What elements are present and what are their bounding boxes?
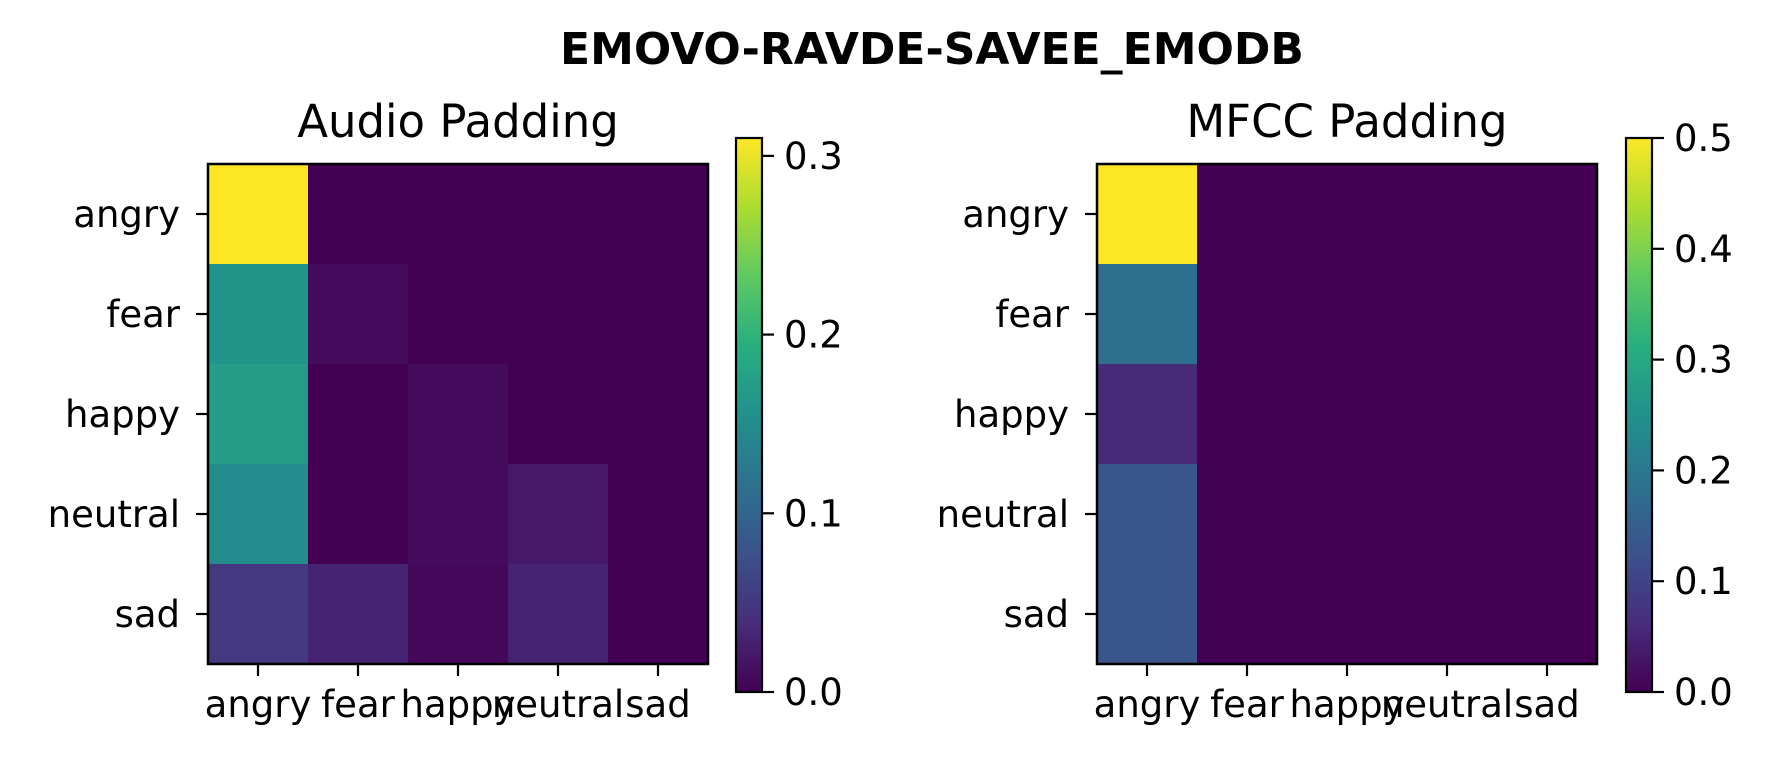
mfcc-ytick-label-sad: sad [1004, 593, 1069, 636]
audio-panel-title: Audio Padding [297, 95, 619, 148]
audio-cell-neutral-happy [408, 464, 509, 565]
mfcc-cell-neutral-happy [1297, 464, 1398, 565]
audio-xtick-label-happy: happy [401, 683, 516, 726]
mfcc-colorbar-tick-label: 0.3 [1674, 339, 1733, 382]
audio-cell-sad-sad [608, 564, 709, 665]
audio-cell-fear-happy [408, 264, 509, 365]
mfcc-cell-fear-fear [1197, 264, 1298, 365]
mfcc-colorbar-tick-label: 0.0 [1674, 671, 1733, 714]
mfcc-ytick-label-happy: happy [954, 393, 1069, 436]
audio-cell-neutral-sad [608, 464, 709, 565]
mfcc-xtick-label-sad: sad [1514, 683, 1579, 726]
audio-xtick-label-sad: sad [625, 683, 690, 726]
mfcc-cell-happy-sad [1497, 364, 1598, 465]
audio-cell-fear-angry [208, 264, 309, 365]
mfcc-colorbar [1626, 138, 1652, 692]
audio-ytick-label-fear: fear [106, 293, 180, 336]
mfcc-cell-angry-sad [1497, 164, 1598, 265]
audio-xtick-label-angry: angry [205, 683, 312, 726]
audio-cell-happy-fear [308, 364, 409, 465]
mfcc-cell-happy-fear [1197, 364, 1298, 465]
audio-cell-happy-neutral [508, 364, 609, 465]
audio-cell-sad-happy [408, 564, 509, 665]
mfcc-ytick-label-angry: angry [962, 193, 1069, 236]
mfcc-cell-happy-neutral [1397, 364, 1498, 465]
mfcc-cell-neutral-sad [1497, 464, 1598, 565]
audio-cell-neutral-fear [308, 464, 409, 565]
figure-title: EMOVO-RAVDE-SAVEE_EMODB [560, 24, 1304, 75]
mfcc-cell-sad-angry [1097, 564, 1198, 665]
mfcc-ytick-label-fear: fear [995, 293, 1069, 336]
mfcc-cell-happy-happy [1297, 364, 1398, 465]
mfcc-xtick-label-angry: angry [1094, 683, 1201, 726]
mfcc-colorbar-frame [1624, 136, 1654, 694]
mfcc-colorbar-tick-label: 0.5 [1674, 117, 1733, 160]
mfcc-cell-fear-angry [1097, 264, 1198, 365]
mfcc-cell-sad-happy [1297, 564, 1398, 665]
audio-ytick-label-sad: sad [115, 593, 180, 636]
mfcc-xtick-label-fear: fear [1210, 683, 1284, 726]
mfcc-cell-sad-sad [1497, 564, 1598, 665]
mfcc-colorbar-tick-label: 0.1 [1674, 560, 1733, 603]
mfcc-cell-fear-sad [1497, 264, 1598, 365]
audio-cell-neutral-neutral [508, 464, 609, 565]
audio-ytick-label-neutral: neutral [48, 493, 180, 536]
mfcc-cell-neutral-angry [1097, 464, 1198, 565]
mfcc-cell-fear-neutral [1397, 264, 1498, 365]
audio-cell-sad-neutral [508, 564, 609, 665]
audio-cell-sad-angry [208, 564, 309, 665]
mfcc-cell-angry-neutral [1397, 164, 1498, 265]
audio-cell-angry-sad [608, 164, 709, 265]
audio-cell-happy-angry [208, 364, 309, 465]
mfcc-cell-angry-fear [1197, 164, 1298, 265]
mfcc-xtick-label-neutral: neutral [1381, 683, 1513, 726]
audio-cell-fear-fear [308, 264, 409, 365]
audio-colorbar-tick-label: 0.3 [784, 135, 843, 178]
audio-cell-angry-angry [208, 164, 309, 265]
audio-padding-panel: Audio Paddingangryfearhappyneutralsadang… [48, 95, 843, 726]
audio-cell-angry-happy [408, 164, 509, 265]
mfcc-cell-neutral-neutral [1397, 464, 1498, 565]
audio-cell-happy-sad [608, 364, 709, 465]
mfcc-cell-neutral-fear [1197, 464, 1298, 565]
audio-cell-angry-neutral [508, 164, 609, 265]
audio-cell-sad-fear [308, 564, 409, 665]
mfcc-padding-panel: MFCC Paddingangryfearhappyneutralsadangr… [937, 95, 1733, 726]
audio-xtick-label-neutral: neutral [492, 683, 624, 726]
mfcc-xtick-label-happy: happy [1290, 683, 1405, 726]
mfcc-cell-sad-neutral [1397, 564, 1498, 665]
mfcc-cell-sad-fear [1197, 564, 1298, 665]
audio-colorbar [736, 138, 762, 692]
mfcc-panel-title: MFCC Padding [1186, 95, 1507, 148]
audio-colorbar-frame [734, 136, 764, 694]
audio-xtick-label-fear: fear [321, 683, 395, 726]
audio-cell-happy-happy [408, 364, 509, 465]
mfcc-cell-happy-angry [1097, 364, 1198, 465]
mfcc-colorbar-tick-label: 0.2 [1674, 449, 1733, 492]
audio-cell-neutral-angry [208, 464, 309, 565]
audio-cell-fear-sad [608, 264, 709, 365]
mfcc-colorbar-tick-label: 0.4 [1674, 228, 1733, 271]
mfcc-ytick-label-neutral: neutral [937, 493, 1069, 536]
mfcc-cell-angry-happy [1297, 164, 1398, 265]
audio-cell-fear-neutral [508, 264, 609, 365]
mfcc-cell-angry-angry [1097, 164, 1198, 265]
audio-colorbar-tick-label: 0.1 [784, 492, 843, 535]
audio-colorbar-tick-label: 0.0 [784, 671, 843, 714]
audio-ytick-label-happy: happy [65, 393, 180, 436]
audio-ytick-label-angry: angry [73, 193, 180, 236]
audio-colorbar-tick-label: 0.2 [784, 314, 843, 357]
mfcc-cell-fear-happy [1297, 264, 1398, 365]
audio-cell-angry-fear [308, 164, 409, 265]
